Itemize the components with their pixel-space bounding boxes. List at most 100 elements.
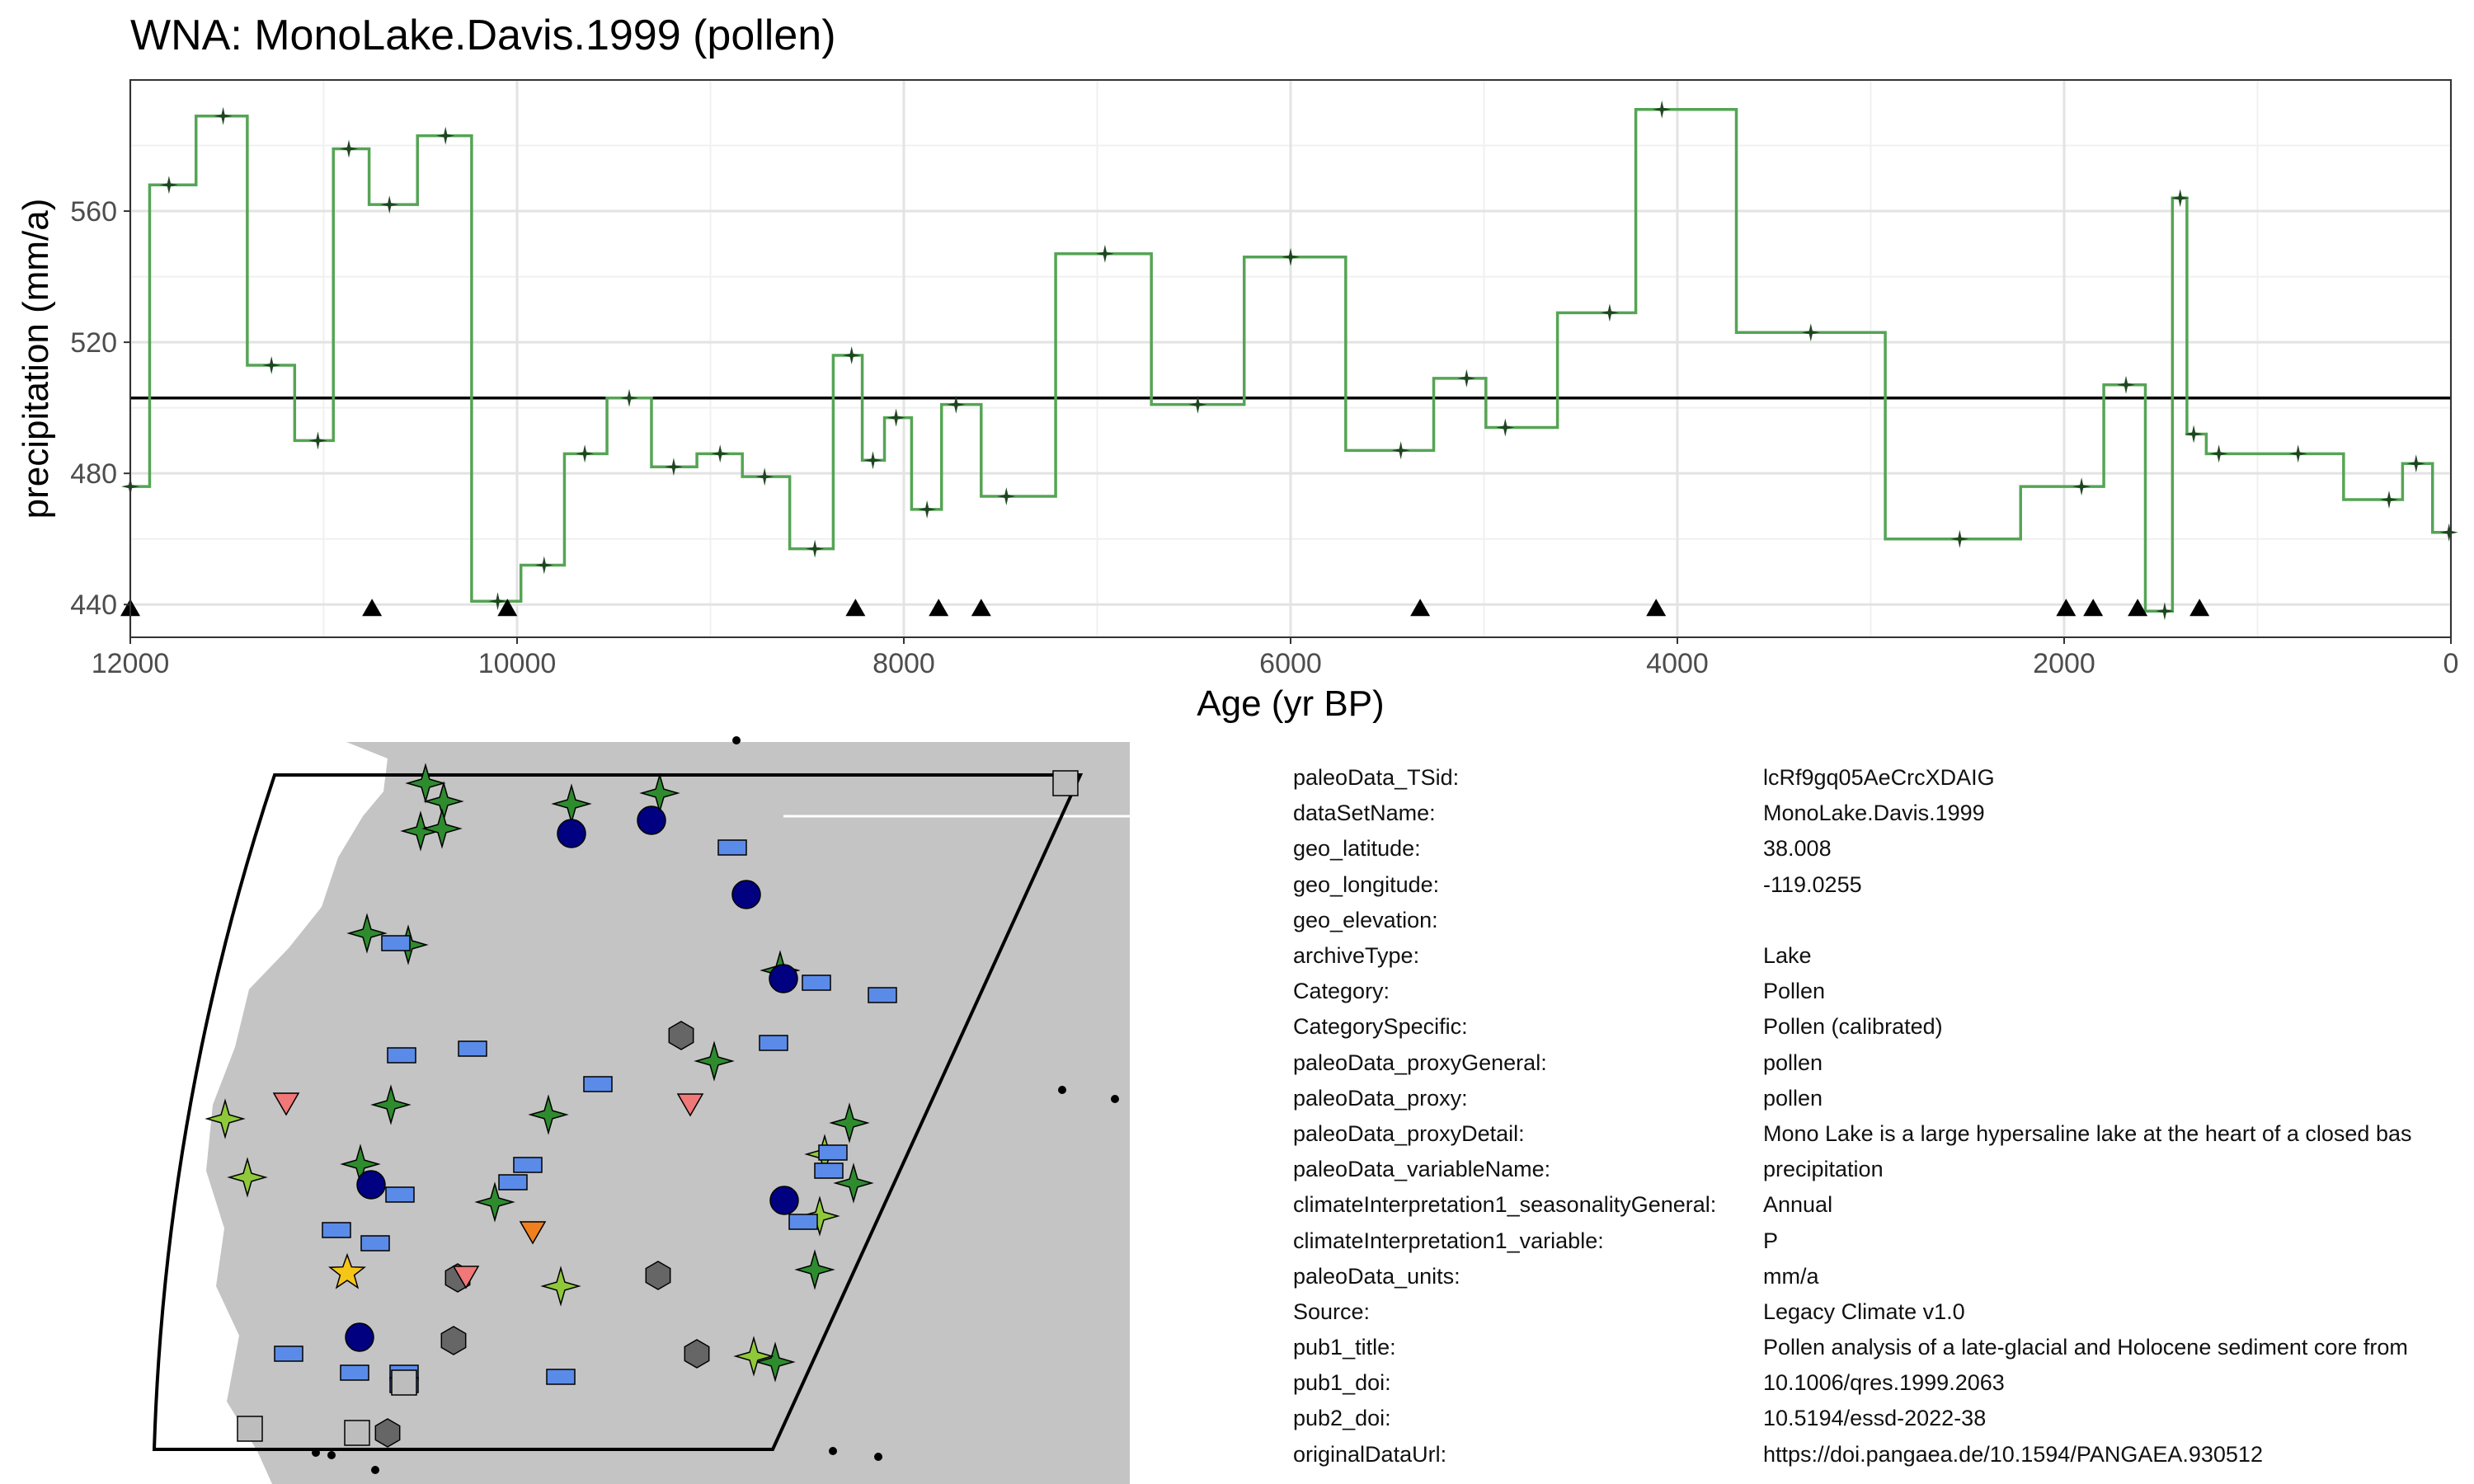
site-star-marker [227, 1157, 268, 1198]
metadata-key: paleoData_TSid: [1293, 765, 1460, 791]
metadata-value: Pollen (calibrated) [1763, 1014, 1943, 1040]
chronology-markers [120, 599, 2210, 617]
site-hexagon-marker [440, 1326, 467, 1355]
site-circle-marker [345, 1322, 374, 1352]
metadata-row: climateInterpretation1_seasonalityGenera… [1293, 1187, 2474, 1223]
data-point [918, 500, 937, 519]
site-star-marker [833, 1162, 874, 1204]
metadata-key: climateInterpretation1_seasonalityGenera… [1293, 1192, 1717, 1218]
metadata-key: climateInterpretation1_variable: [1293, 1228, 1604, 1253]
site-dot-marker [829, 1447, 837, 1455]
metadata-value: Lake [1763, 943, 1812, 969]
metadata-row: geo_longitude: -119.0255 [1293, 867, 2474, 903]
site-rect-marker [381, 935, 411, 951]
site-rect-marker [498, 1174, 528, 1190]
metadata-value: https://doi.pangaea.de/10.1594/PANGAEA.9… [1763, 1441, 2263, 1467]
data-point [863, 451, 882, 470]
data-point [159, 176, 178, 195]
site-triangle-marker [272, 1092, 300, 1116]
site-rect-marker [802, 974, 831, 991]
metadata-value: MonoLake.Davis.1999 [1763, 801, 1985, 826]
metadata-row: pub2_doi: 10.5194/essd-2022-38 [1293, 1401, 2474, 1436]
metadata-row: originalDataUrl: https://doi.pangaea.de/1… [1293, 1437, 2474, 1472]
metadata-key: geo_elevation: [1293, 907, 1438, 932]
site-star-marker [794, 1249, 835, 1290]
site-rect-marker [814, 1162, 844, 1179]
site-square-marker [344, 1420, 370, 1446]
site-rect-marker [322, 1222, 351, 1238]
data-point [1496, 418, 1515, 437]
metadata-key: paleoData_variableName: [1293, 1157, 1551, 1182]
site-rect-marker [788, 1214, 818, 1230]
series-layer [121, 100, 2458, 621]
data-point [576, 444, 595, 463]
site-rect-marker [387, 1047, 416, 1064]
data-point [2288, 444, 2307, 463]
site-hexagon-marker [645, 1261, 671, 1290]
site-rect-marker [717, 839, 747, 856]
data-point [664, 458, 683, 477]
site-star-marker [829, 1102, 870, 1144]
y-tick-label: 480 [70, 458, 117, 490]
chronology-marker [1410, 599, 1431, 617]
site-dot-marker [371, 1466, 379, 1474]
data-point [842, 346, 861, 364]
data-point [887, 408, 905, 427]
metadata-row: climateInterpretation1_variable: P [1293, 1223, 2474, 1258]
site-rect-marker [274, 1345, 303, 1362]
metadata-key: Category: [1293, 979, 1390, 1004]
site-square-marker [237, 1416, 263, 1442]
metadata-row: paleoData_proxyDetail: Mono Lake is a lar… [1293, 1116, 2474, 1152]
site-star-marker [205, 1098, 246, 1139]
metadata-key: pub2_doi: [1293, 1406, 1391, 1431]
metadata-row: geo_elevation: [1293, 903, 2474, 938]
site-rect-marker [546, 1369, 576, 1385]
data-point [997, 487, 1016, 505]
time-series-chart: WNA: MonoLake.Davis.1999 (pollen) 12000 1… [16, 12, 2459, 724]
site-rect-marker [583, 1076, 613, 1092]
data-point [620, 388, 638, 407]
site-circle-marker [769, 1186, 799, 1215]
metadata-key: paleoData_proxy: [1293, 1085, 1468, 1111]
x-tick-label: 12000 [92, 648, 170, 679]
data-point [262, 356, 281, 374]
site-star-marker [733, 1336, 774, 1377]
metadata-value: precipitation [1763, 1157, 1884, 1182]
metadata-table: paleoData_TSid: lcRf9gq05AeCrcXDAIG dataSe… [1293, 760, 2474, 1472]
site-star-marker [694, 1040, 735, 1082]
metadata-value: 10.1006/qres.1999.2063 [1763, 1370, 2005, 1396]
site-rect-marker [818, 1144, 848, 1161]
site-star-marker [346, 913, 388, 954]
metadata-key: dataSetName: [1293, 801, 1436, 826]
chronology-marker [2083, 599, 2104, 617]
data-point [1188, 395, 1207, 414]
x-tick-label: 2000 [2033, 648, 2095, 679]
metadata-row: pub1_title: Pollen analysis of a late-gla… [1293, 1330, 2474, 1365]
chronology-marker [929, 599, 949, 617]
metadata-key: originalDataUrl: [1293, 1441, 1447, 1467]
metadata-value: Annual [1763, 1192, 1833, 1218]
site-hexagon-marker [374, 1418, 401, 1448]
data-point [1600, 303, 1619, 322]
site-triangle-marker [519, 1221, 547, 1245]
metadata-row: paleoData_variableName: precipitation [1293, 1152, 2474, 1187]
x-tick-label: 4000 [1646, 648, 1709, 679]
x-tick-label: 0 [2443, 648, 2459, 679]
data-point [436, 126, 455, 145]
site-star-marker [528, 1094, 569, 1135]
x-axis-title: Age (yr BP) [1197, 683, 1384, 724]
metadata-row: geo_latitude: 38.008 [1293, 831, 2474, 866]
metadata-value: -119.0255 [1763, 871, 1862, 897]
y-tick-label: 560 [70, 196, 117, 228]
metadata-value: pollen [1763, 1050, 1823, 1075]
metadata-key: Source: [1293, 1298, 1371, 1324]
chronology-marker [2128, 599, 2148, 617]
y-axis-title: precipitation (mm/a) [16, 199, 56, 519]
metadata-key: pub1_doi: [1293, 1370, 1391, 1396]
data-point [1391, 441, 1410, 460]
metadata-value: Pollen [1763, 979, 1826, 1004]
metadata-value: 10.5194/essd-2022-38 [1763, 1406, 1987, 1431]
metadata-key: geo_latitude: [1293, 836, 1421, 862]
y-tick-label: 440 [70, 589, 117, 621]
site-star-marker [421, 808, 463, 849]
